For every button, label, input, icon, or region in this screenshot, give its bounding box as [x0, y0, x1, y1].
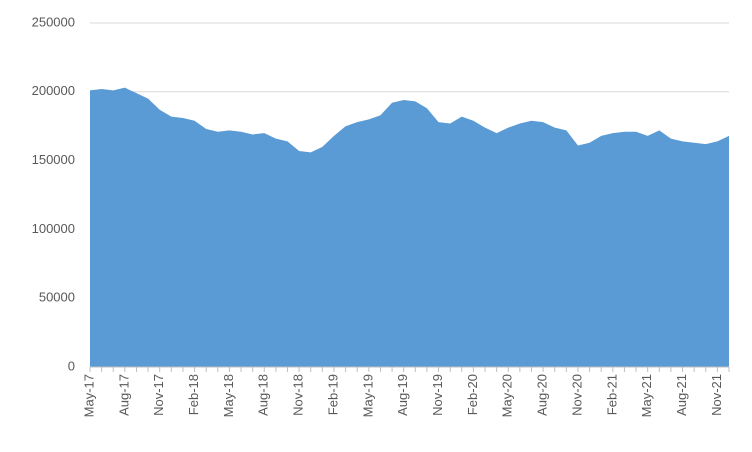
x-tick-label: May-21 [639, 374, 654, 417]
y-tick-label: 100000 [32, 221, 75, 236]
x-tick-label: Nov-17 [151, 374, 166, 416]
y-tick-label: 250000 [32, 14, 75, 29]
x-tick-label: Feb-19 [325, 374, 340, 415]
y-tick-label: 50000 [39, 290, 75, 305]
x-tick-label: Feb-20 [465, 374, 480, 415]
y-tick-label: 150000 [32, 152, 75, 167]
x-tick-label: May-18 [221, 374, 236, 417]
x-tick-label: May-20 [500, 374, 515, 417]
x-tick-label: Feb-21 [604, 374, 619, 415]
x-tick-label: Nov-19 [430, 374, 445, 416]
y-tick-label: 200000 [32, 83, 75, 98]
x-tick-label: Aug-18 [256, 374, 271, 416]
x-tick-label: Aug-19 [395, 374, 410, 416]
y-tick-label: 0 [68, 358, 75, 373]
x-tick-label: Nov-18 [291, 374, 306, 416]
x-tick-label: May-19 [360, 374, 375, 417]
x-tick-label: Aug-20 [535, 374, 550, 416]
area [90, 87, 729, 367]
x-tick-label: Nov-21 [709, 374, 724, 416]
x-tick-label: Aug-21 [674, 374, 689, 416]
x-tick-label: Nov-20 [569, 374, 584, 416]
x-tick-label: Feb-18 [186, 374, 201, 415]
x-tick-label: Aug-17 [116, 374, 131, 416]
x-tick-label: May-17 [81, 374, 96, 417]
